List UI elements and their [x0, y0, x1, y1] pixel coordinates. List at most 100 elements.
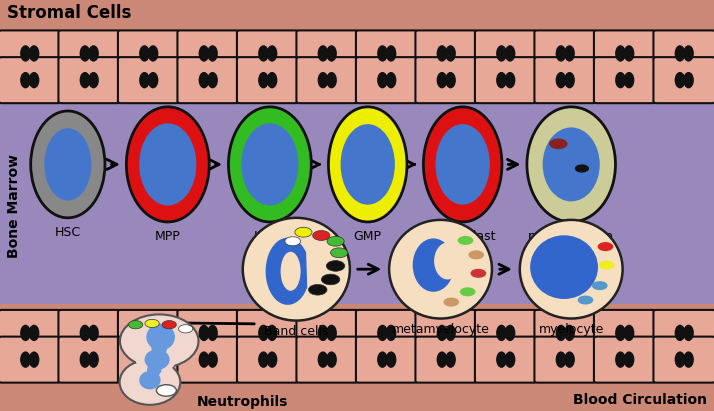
FancyBboxPatch shape [475, 337, 536, 383]
FancyBboxPatch shape [534, 30, 596, 76]
FancyBboxPatch shape [356, 30, 418, 76]
Circle shape [578, 296, 593, 305]
Ellipse shape [79, 351, 90, 368]
Ellipse shape [434, 242, 461, 279]
Circle shape [599, 261, 615, 270]
Ellipse shape [318, 351, 328, 368]
Ellipse shape [266, 72, 277, 88]
Ellipse shape [377, 45, 388, 62]
Ellipse shape [326, 325, 337, 341]
Ellipse shape [29, 72, 39, 88]
Circle shape [145, 319, 159, 328]
FancyBboxPatch shape [237, 30, 298, 76]
Ellipse shape [423, 107, 502, 222]
Text: MPP: MPP [155, 230, 181, 243]
FancyBboxPatch shape [534, 57, 596, 103]
Ellipse shape [496, 72, 507, 88]
Ellipse shape [318, 325, 328, 341]
Ellipse shape [505, 72, 516, 88]
Ellipse shape [29, 351, 39, 368]
Circle shape [313, 231, 330, 240]
FancyBboxPatch shape [653, 57, 714, 103]
Ellipse shape [624, 351, 635, 368]
Ellipse shape [624, 45, 635, 62]
FancyBboxPatch shape [177, 337, 239, 383]
FancyBboxPatch shape [118, 337, 179, 383]
Ellipse shape [564, 325, 575, 341]
Ellipse shape [328, 107, 407, 222]
Ellipse shape [20, 325, 31, 341]
Circle shape [156, 385, 176, 396]
Ellipse shape [120, 314, 198, 368]
Ellipse shape [555, 325, 566, 341]
Ellipse shape [88, 45, 99, 62]
Ellipse shape [527, 107, 615, 222]
Ellipse shape [148, 45, 159, 62]
Ellipse shape [436, 124, 490, 205]
Ellipse shape [266, 325, 277, 341]
FancyBboxPatch shape [118, 57, 179, 103]
Ellipse shape [543, 127, 600, 201]
Text: Stromal Cells: Stromal Cells [7, 4, 131, 22]
Circle shape [458, 236, 473, 245]
FancyBboxPatch shape [594, 30, 655, 76]
Ellipse shape [281, 252, 301, 291]
Ellipse shape [151, 340, 167, 356]
FancyBboxPatch shape [59, 310, 120, 356]
FancyBboxPatch shape [59, 30, 120, 76]
Ellipse shape [505, 325, 516, 341]
Ellipse shape [207, 351, 218, 368]
Circle shape [295, 227, 312, 237]
FancyBboxPatch shape [416, 30, 477, 76]
Ellipse shape [377, 351, 388, 368]
Ellipse shape [437, 351, 447, 368]
Circle shape [178, 325, 193, 333]
Ellipse shape [624, 72, 635, 88]
Ellipse shape [675, 72, 685, 88]
Ellipse shape [683, 351, 694, 368]
Text: myelocyte: myelocyte [538, 323, 604, 336]
Ellipse shape [413, 238, 454, 292]
Ellipse shape [29, 325, 39, 341]
Ellipse shape [198, 45, 209, 62]
Ellipse shape [88, 72, 99, 88]
Bar [0, 0, 714, 99]
Ellipse shape [88, 351, 99, 368]
Ellipse shape [683, 72, 694, 88]
Circle shape [549, 139, 568, 149]
FancyBboxPatch shape [0, 337, 61, 383]
Ellipse shape [258, 45, 269, 62]
Ellipse shape [266, 45, 277, 62]
Circle shape [592, 281, 608, 290]
Text: HSC: HSC [55, 226, 81, 239]
Ellipse shape [496, 351, 507, 368]
Text: Bone Marrow: Bone Marrow [7, 153, 21, 258]
Circle shape [327, 236, 344, 246]
Ellipse shape [147, 363, 161, 376]
Ellipse shape [198, 325, 209, 341]
Ellipse shape [120, 360, 180, 405]
Circle shape [308, 284, 327, 295]
Ellipse shape [496, 325, 507, 341]
Text: Myeloblast: Myeloblast [429, 230, 496, 243]
FancyBboxPatch shape [534, 310, 596, 356]
Circle shape [285, 237, 301, 246]
Ellipse shape [341, 124, 395, 205]
FancyBboxPatch shape [296, 310, 358, 356]
Ellipse shape [564, 45, 575, 62]
Ellipse shape [615, 325, 625, 341]
Ellipse shape [258, 72, 269, 88]
Ellipse shape [615, 72, 625, 88]
Ellipse shape [446, 351, 456, 368]
Polygon shape [266, 238, 306, 304]
Text: GMP: GMP [353, 230, 382, 243]
FancyBboxPatch shape [653, 310, 714, 356]
FancyBboxPatch shape [475, 310, 536, 356]
FancyBboxPatch shape [177, 30, 239, 76]
Ellipse shape [675, 325, 685, 341]
Circle shape [162, 321, 176, 329]
FancyBboxPatch shape [475, 30, 536, 76]
Ellipse shape [79, 45, 90, 62]
Circle shape [575, 164, 589, 173]
Ellipse shape [326, 351, 337, 368]
